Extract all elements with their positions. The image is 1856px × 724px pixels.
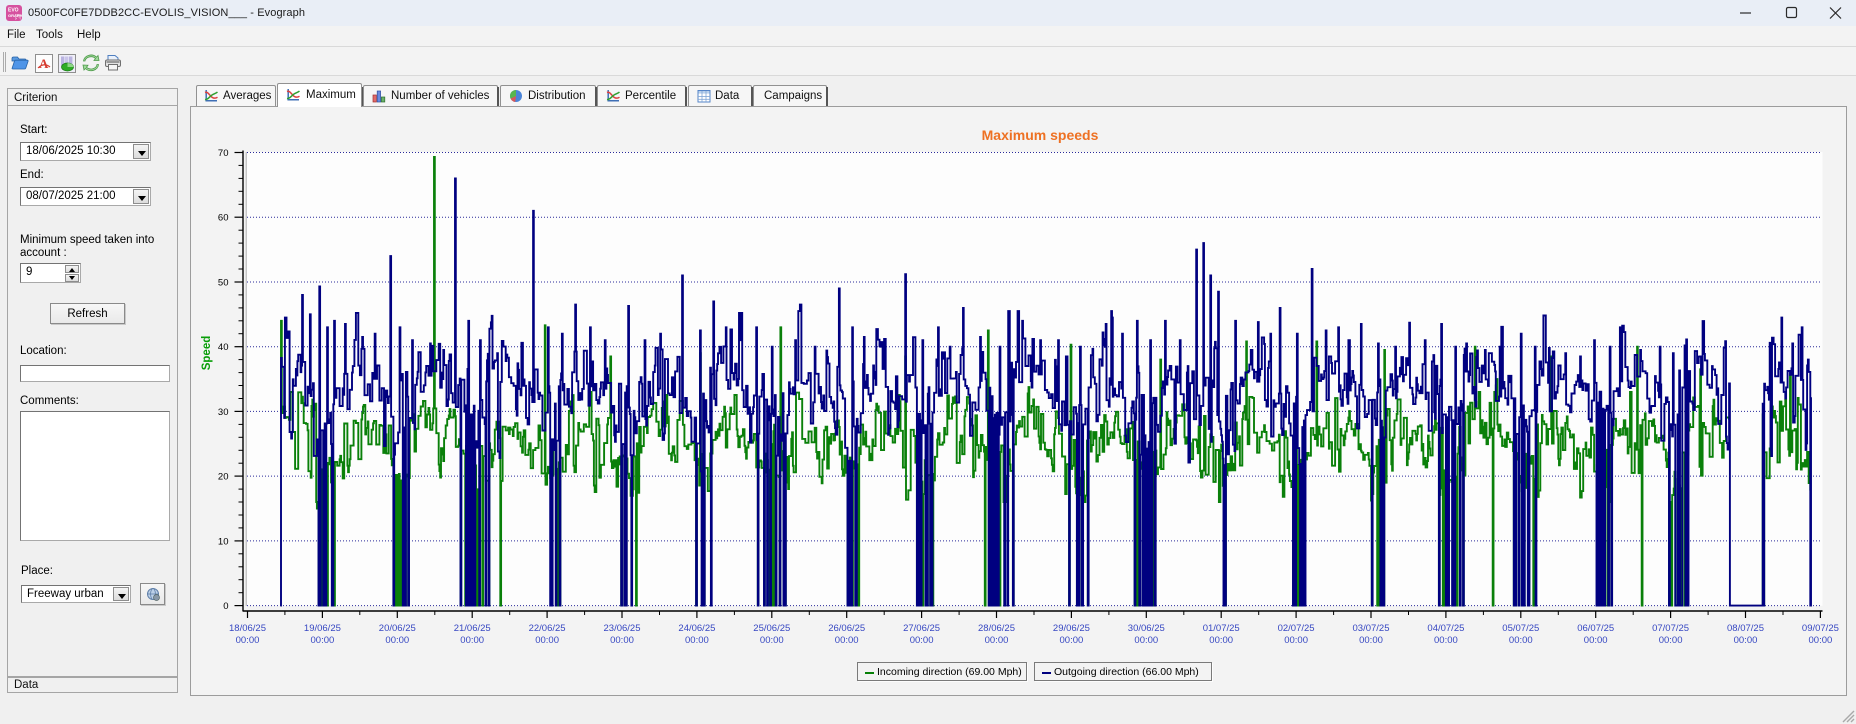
svg-text:›: › — [15, 16, 17, 21]
svg-text:A: A — [39, 56, 49, 71]
svg-text:GRAPH: GRAPH — [8, 13, 22, 18]
svg-text:EVO: EVO — [8, 8, 19, 14]
